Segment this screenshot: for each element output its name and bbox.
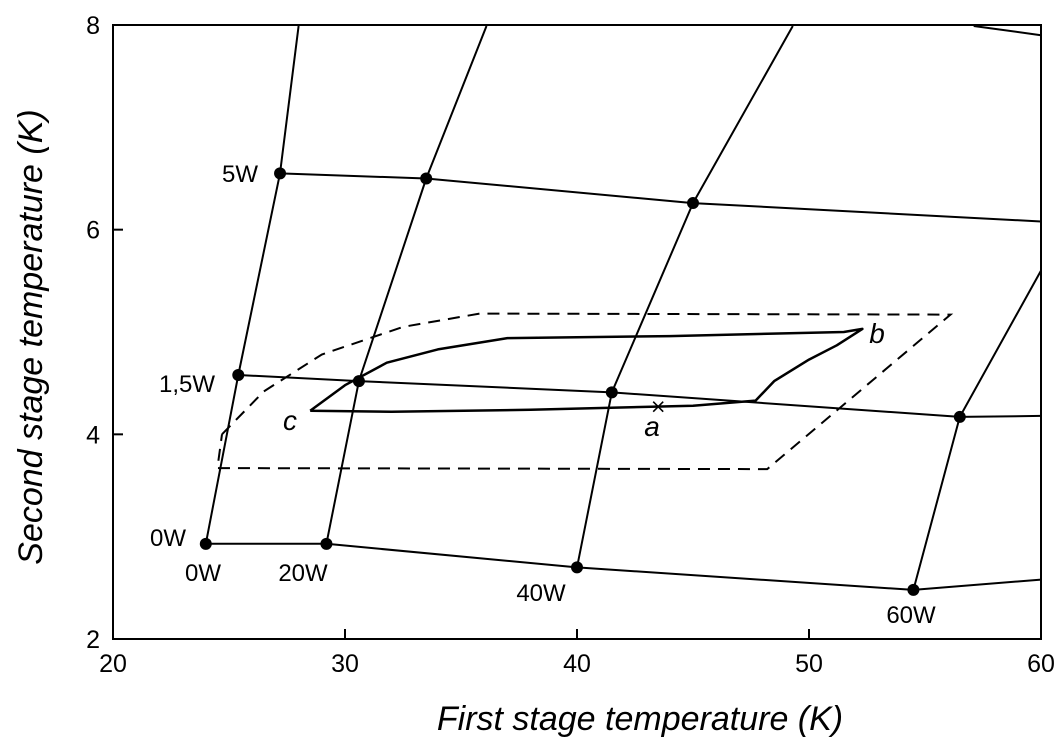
load-point-marker — [200, 538, 212, 550]
load-point-marker — [420, 173, 432, 185]
axis-tick-group: 20 30 40 50 60 2 4 6 8 — [86, 12, 1055, 678]
operating-path-group — [310, 329, 862, 412]
load-line-first-stage-load-60w — [913, 271, 1041, 590]
col-label-40w: 40W — [516, 580, 566, 607]
x-tick-label: 40 — [563, 650, 591, 678]
load-line-first-stage-load-40w — [577, 26, 793, 567]
load-point-marker — [353, 375, 365, 387]
load-point-marker — [907, 584, 919, 596]
y-tick-label: 6 — [86, 217, 100, 245]
load-line-first-stage-load-20w — [326, 26, 486, 544]
col-label-0w: 0W — [185, 560, 221, 587]
load-line-second-stage-load-5w — [280, 173, 1041, 221]
y-tick-label: 4 — [86, 421, 100, 449]
row-label-0w: 0W — [150, 525, 186, 552]
load-point-marker — [320, 538, 332, 550]
point-label-b: b — [869, 318, 885, 349]
x-tick-label: 20 — [99, 650, 127, 678]
load-point-group — [200, 167, 966, 595]
x-tick-label: 30 — [331, 650, 359, 678]
point-label-c: c — [283, 405, 297, 436]
x-tick-label: 50 — [795, 650, 823, 678]
row-label-5w: 5W — [222, 161, 258, 188]
load-point-marker — [232, 369, 244, 381]
col-label-20w: 20W — [278, 560, 328, 587]
x-axis-title: First stage temperature (K) — [437, 700, 843, 738]
load-point-marker — [954, 411, 966, 423]
y-tick-label: 2 — [86, 626, 100, 654]
operating-path-line — [310, 329, 862, 412]
load-point-marker — [687, 197, 699, 209]
load-line-upper-edge-7 — [974, 26, 1041, 35]
load-line-group — [206, 26, 1041, 590]
load-point-marker — [571, 561, 583, 573]
load-point-marker — [606, 386, 618, 398]
point-label-a: a — [644, 411, 660, 442]
x-tick-label: 60 — [1027, 650, 1055, 678]
y-axis-title: Second stage temperature (K) — [12, 109, 50, 564]
load-line-first-stage-load-0w — [206, 26, 299, 544]
plot-frame — [113, 25, 1041, 639]
y-tick-label: 8 — [86, 12, 100, 40]
row-label-1-5w: 1,5W — [159, 371, 215, 398]
load-point-marker — [274, 167, 286, 179]
col-label-60w: 60W — [886, 602, 936, 629]
